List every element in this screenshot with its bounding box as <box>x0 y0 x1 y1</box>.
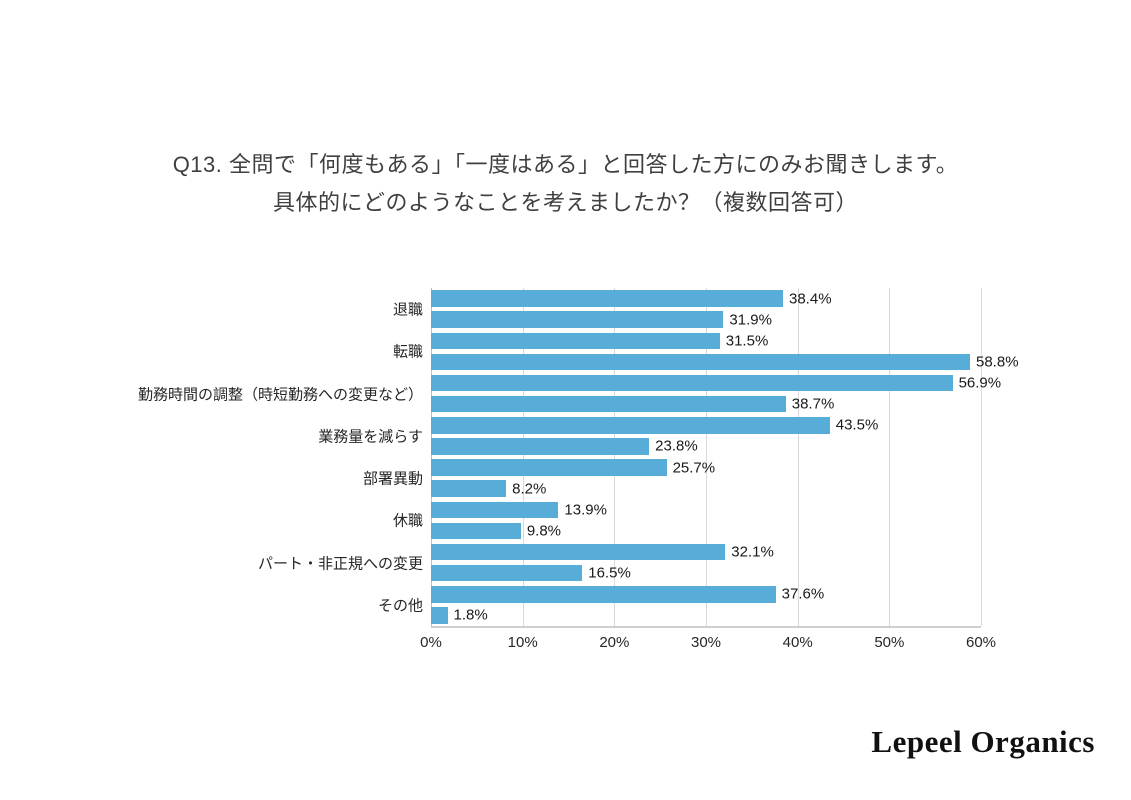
bar <box>431 480 507 497</box>
bar-value-label: 38.4% <box>789 290 832 308</box>
x-tick-label: 10% <box>507 634 538 651</box>
bar <box>431 417 830 434</box>
bar <box>431 311 724 328</box>
category-axis: 退職転職勤務時間の調整（時短勤務への変更など） 業務量を減らす部署異動休職パート・… <box>0 288 423 626</box>
gridline <box>431 288 432 626</box>
bar-value-label: 38.7% <box>791 395 835 413</box>
bar <box>431 586 776 603</box>
category-label: 休職 <box>392 512 423 530</box>
x-tick-label: 30% <box>690 634 722 651</box>
category-label: その他 <box>377 597 423 615</box>
gridline <box>797 288 799 626</box>
gridline <box>522 288 524 626</box>
bar <box>431 290 783 307</box>
brand-logo: Lepeel Organics <box>871 724 1095 759</box>
bar <box>431 607 448 624</box>
gridline <box>889 288 891 626</box>
x-tick-label: 40% <box>782 634 813 651</box>
gridline <box>614 288 616 626</box>
chart-title-line1: Q13. 全問で「何度もある」「一度はある」と回答した方にのみお聞きします。 <box>172 152 959 177</box>
bar-value-label: 31.9% <box>729 311 772 329</box>
bar <box>431 501 559 519</box>
bar <box>431 353 970 371</box>
category-label: 業務量を減らす <box>318 428 423 446</box>
bar <box>431 543 726 561</box>
bar-value-label: 16.5% <box>588 564 631 582</box>
bar-value-label: 25.7% <box>672 459 716 477</box>
x-axis: 0% 10% 20% 30% 40% 50% 60% <box>420 634 996 658</box>
chart-title-line2: 具体的にどのようなことを考えましたか？（複数回答可） <box>272 190 858 215</box>
bar <box>431 395 786 413</box>
bar-value-label: 43.5% <box>835 416 879 434</box>
bar-value-label: 23.8% <box>655 437 698 455</box>
category-label: 転職 <box>392 343 423 361</box>
bar-value-label: 37.6% <box>781 585 825 603</box>
x-tick-label: 60% <box>965 634 997 651</box>
bar-value-label: 56.9% <box>958 374 1002 392</box>
gridline <box>706 288 707 626</box>
category-label: パート・非正規への変更 <box>257 555 423 573</box>
x-tick-label: 20% <box>599 634 630 651</box>
bar-value-label: 1.8% <box>453 606 488 624</box>
bar <box>431 332 720 350</box>
category-label: 部署異動 <box>362 470 423 488</box>
bar <box>431 564 583 582</box>
x-tick-label: 0% <box>420 634 442 651</box>
bar-value-label: 8.2% <box>512 480 547 498</box>
category-label: 退職 <box>392 301 423 319</box>
category-label: 勤務時間の調整（時短勤務への変更など） <box>137 386 423 404</box>
bar-value-label: 13.9% <box>564 501 607 519</box>
bar-value-label: 32.1% <box>731 543 774 561</box>
x-tick-label: 50% <box>874 634 905 651</box>
bar <box>431 438 650 455</box>
gridline <box>981 288 982 626</box>
bar <box>431 522 521 540</box>
bar-value-label: 31.5% <box>725 332 769 350</box>
chart-title: Q13. 全問で「何度もある」「一度はある」と回答した方にのみお聞きします。 具… <box>0 146 1131 222</box>
bar-value-label: 58.8% <box>976 353 1019 371</box>
bar-value-label: 9.8% <box>526 522 562 540</box>
bar <box>431 374 953 392</box>
plot-area: 38.4% 31.9% 31.5% 58.8% 56.9% 38.7% 43.5% 23.8%… <box>431 288 1019 628</box>
bar <box>431 459 667 476</box>
bar-chart: 退職転職勤務時間の調整（時短勤務への変更など） 業務量を減らす部署異動休職パート・… <box>0 288 1131 668</box>
